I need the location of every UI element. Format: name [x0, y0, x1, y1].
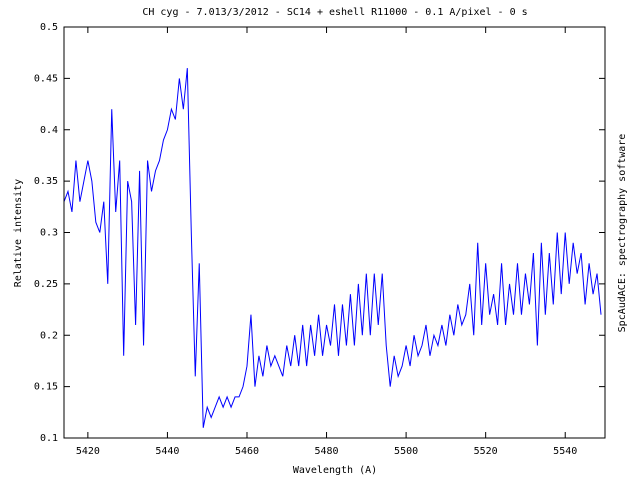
y-tick-label: 0.1: [40, 433, 58, 444]
y-tick-label: 0.5: [40, 22, 58, 33]
y-tick-label: 0.25: [34, 279, 58, 290]
x-tick-label: 5480: [314, 446, 338, 457]
y-tick-label: 0.45: [34, 73, 58, 84]
plot-frame: [63, 26, 606, 439]
y-tick-label: 0.35: [34, 176, 58, 187]
y-tick-label: 0.4: [40, 125, 58, 136]
x-tick-label: 5520: [474, 446, 498, 457]
y-tick-label: 0.3: [40, 228, 58, 239]
x-tick-label: 5420: [76, 446, 100, 457]
x-tick-label: 5440: [155, 446, 179, 457]
x-tick-label: 5460: [235, 446, 259, 457]
spectrum-line: [63, 68, 602, 428]
y-axis-label: Relative intensity: [13, 179, 24, 287]
side-note: SpcAudACE: spectrography software: [617, 134, 628, 333]
x-axis-label: Wavelength (A): [293, 465, 377, 476]
y-tick-label: 0.15: [34, 382, 58, 393]
chart-title: CH cyg - 7.013/3/2012 - SC14 + eshell R1…: [142, 7, 527, 18]
x-tick-label: 5540: [553, 446, 577, 457]
y-tick-label: 0.2: [40, 330, 58, 341]
x-tick-label: 5500: [394, 446, 418, 457]
